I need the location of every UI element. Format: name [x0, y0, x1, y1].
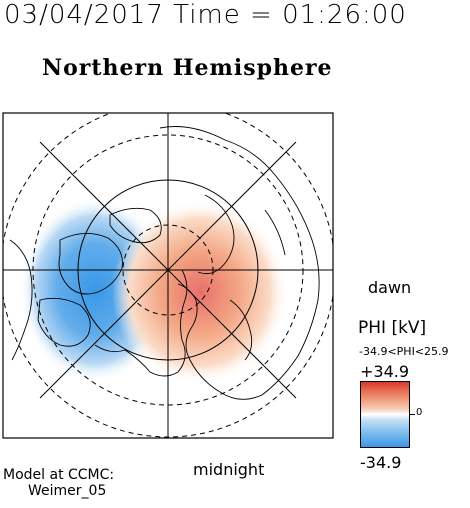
hemisphere-title: Northern Hemisphere	[42, 55, 333, 81]
model-name: Weimer_05	[28, 483, 107, 499]
colorbar-gradient	[361, 382, 409, 447]
colorbar-min-label: -34.9	[360, 453, 402, 472]
colorbar-zero-tick	[410, 414, 415, 415]
coastlines	[9, 126, 320, 400]
timestamp: 03/04/2017 Time = 01:26:00	[4, 0, 407, 30]
colorbar-title: PHI [kV]	[358, 318, 427, 338]
colorbar-range: -34.9<PHI<25.9	[359, 345, 449, 358]
dawn-label: dawn	[368, 278, 412, 297]
colorbar	[360, 381, 410, 448]
midnight-label: midnight	[193, 460, 265, 479]
polar-potential-map	[2, 112, 334, 439]
colorbar-max-label: +34.9	[360, 362, 410, 381]
positive-potential-cell	[112, 200, 288, 384]
model-credit: Model at CCMC:	[3, 467, 115, 483]
colorbar-zero-label: 0	[416, 407, 423, 418]
meridian-lines	[3, 113, 333, 438]
